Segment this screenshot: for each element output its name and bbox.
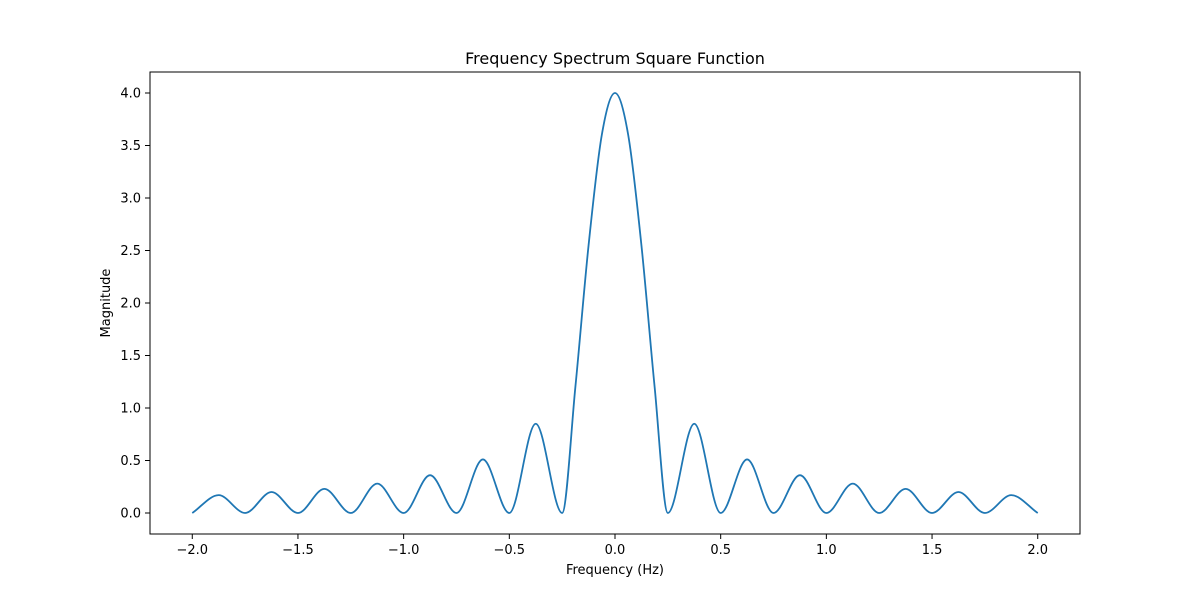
x-tick-label: −1.0 bbox=[388, 543, 420, 558]
x-axis-label: Frequency (Hz) bbox=[566, 563, 664, 578]
y-tick-label: 0.0 bbox=[120, 507, 141, 522]
y-tick-label: 2.0 bbox=[120, 297, 141, 312]
plot-area bbox=[150, 72, 1080, 534]
y-tick-label: 2.5 bbox=[120, 244, 141, 259]
x-tick-label: −2.0 bbox=[176, 543, 208, 558]
series-line bbox=[191, 92, 1039, 514]
x-axis: −2.0 −1.5 −1.0 −0.5 0.0 0.5 1.0 1.5 2.0 bbox=[176, 534, 1048, 558]
y-tick-label: 1.0 bbox=[120, 402, 141, 417]
y-tick-label: 4.0 bbox=[120, 87, 141, 102]
x-tick-label: −1.5 bbox=[282, 543, 314, 558]
x-tick-label: 2.0 bbox=[1027, 543, 1048, 558]
x-tick-label: 0.0 bbox=[605, 543, 626, 558]
chart-title: Frequency Spectrum Square Function bbox=[465, 49, 765, 68]
plot-frame bbox=[149, 71, 1081, 535]
x-tick-label: −0.5 bbox=[494, 543, 526, 558]
y-tick-label: 3.0 bbox=[120, 192, 141, 207]
y-tick-label: 1.5 bbox=[120, 349, 141, 364]
y-axis-label: Magnitude bbox=[99, 269, 114, 338]
y-tick-label: 3.5 bbox=[120, 139, 141, 154]
y-tick-label: 0.5 bbox=[120, 454, 141, 469]
x-tick-label: 1.0 bbox=[816, 543, 837, 558]
x-tick-label: 1.5 bbox=[922, 543, 943, 558]
x-tick-label: 0.5 bbox=[710, 543, 731, 558]
y-axis: 0.0 0.5 1.0 1.5 2.0 2.5 3.0 3.5 4.0 bbox=[120, 87, 150, 522]
